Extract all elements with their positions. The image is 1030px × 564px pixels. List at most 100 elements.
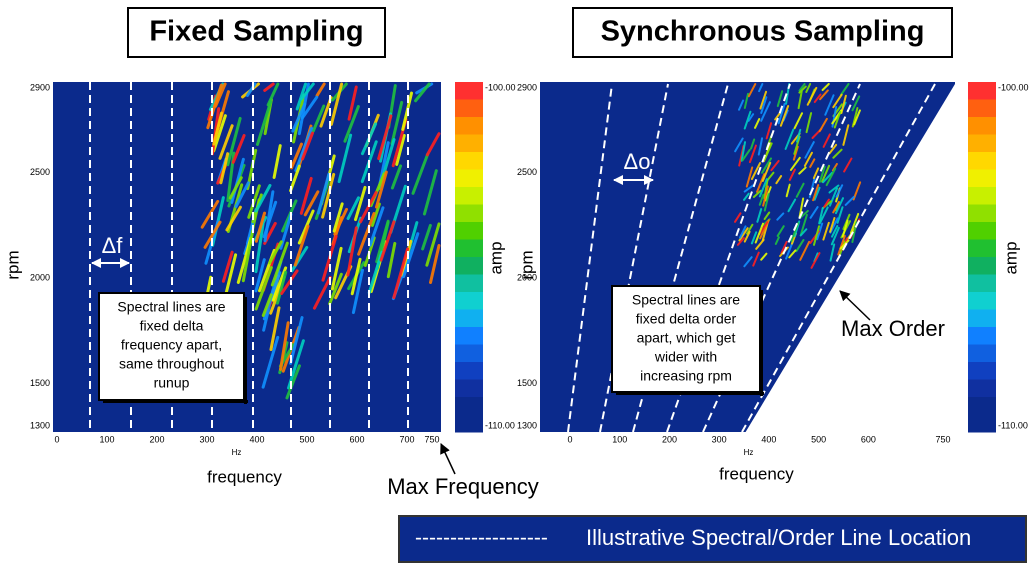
order-line	[567, 83, 613, 433]
spectral-streak	[803, 151, 813, 167]
spectral-streak	[763, 193, 770, 212]
spectral-streak	[798, 85, 807, 94]
spectral-streak	[315, 82, 326, 98]
spectral-streak	[402, 232, 420, 279]
spectral-streak	[752, 251, 760, 267]
spectral-streak	[287, 339, 305, 390]
y-tick-label: 2000	[30, 273, 50, 283]
spectral-streak	[761, 157, 773, 174]
spectral-streak	[270, 241, 289, 287]
spectral-streak	[226, 116, 242, 167]
spectral-streak	[330, 246, 343, 291]
spectral-streak	[254, 258, 266, 293]
colorbar-band	[455, 222, 483, 240]
spectral-streak	[346, 226, 358, 277]
spectral-streak	[812, 225, 821, 246]
spectral-streak	[269, 306, 281, 352]
spectral-streak	[218, 124, 234, 160]
spectral-streak	[851, 95, 861, 112]
y-tick-label: 2500	[517, 167, 537, 177]
spectral-streak	[377, 114, 393, 161]
x-tick-label: 300	[712, 434, 727, 444]
spectral-streak	[228, 176, 243, 200]
note-line: Spectral lines are	[117, 299, 225, 315]
legend-box	[398, 515, 1027, 563]
spectral-streak	[780, 240, 788, 255]
spectral-streak	[263, 82, 275, 92]
colorbar-band	[968, 344, 996, 363]
note-shadow	[760, 290, 763, 396]
spectral-streak	[760, 252, 768, 261]
y-tick-label: 2500	[30, 167, 50, 177]
spectral-streak	[212, 111, 224, 146]
delta-label: Δo	[624, 149, 651, 174]
spectral-streak	[833, 110, 842, 129]
colorbar-band	[455, 204, 483, 223]
colorbar-band	[968, 292, 996, 310]
x-tick-label: 100	[612, 434, 627, 444]
spectral-streak	[343, 105, 360, 143]
colorbar-band	[968, 309, 996, 328]
colorbar-band	[455, 117, 483, 135]
spectral-streak	[760, 101, 771, 122]
spectral-streak	[828, 184, 840, 194]
note-line: runup	[154, 375, 190, 391]
spectral-streak	[206, 83, 223, 130]
colorbar-band	[455, 187, 483, 205]
spectral-streak	[429, 243, 441, 284]
spectral-streak	[734, 212, 742, 223]
spectral-streak	[736, 237, 745, 246]
spectral-streak	[234, 181, 250, 209]
spectral-streak	[303, 190, 320, 217]
spectral-streak	[370, 202, 381, 227]
spectral-streak	[261, 335, 280, 389]
spectral-streak	[289, 316, 304, 365]
colorbar-band	[968, 257, 996, 275]
colorbar-band	[968, 397, 996, 415]
spectral-streak	[743, 192, 750, 201]
colorbar-band	[455, 169, 483, 188]
spectral-streak	[761, 161, 772, 182]
spectral-streak	[798, 83, 806, 92]
spectral-streak	[421, 223, 432, 251]
legend-dashes: -------------------	[415, 527, 548, 550]
colorbar-band	[455, 344, 483, 363]
spectral-streak	[759, 90, 768, 110]
callout-label: Max Order	[841, 316, 945, 341]
spectral-streak	[818, 206, 829, 225]
spectral-streak	[818, 117, 828, 133]
spectral-streak	[792, 145, 799, 161]
spectral-streak	[333, 207, 349, 236]
note-line: frequency apart,	[121, 337, 222, 353]
x-axis-label: frequency	[719, 464, 794, 483]
spectral-streak	[793, 112, 804, 130]
x-tick-label: 100	[99, 434, 114, 444]
y-axis-label: rpm	[3, 250, 22, 279]
y-tick-label: 2000	[517, 273, 537, 283]
y-tick-label: 1500	[517, 378, 537, 388]
colorbar-band	[968, 274, 996, 293]
spectral-streak	[291, 102, 307, 133]
spectral-streak	[812, 184, 820, 202]
x-tick-label: 300	[199, 434, 214, 444]
spectral-streak	[779, 105, 790, 127]
x-tick-label: 400	[761, 434, 776, 444]
colorbar-bottom: -110.00	[485, 420, 515, 430]
colorbar-bottom: -110.00	[998, 420, 1028, 430]
order-line	[702, 83, 861, 433]
spectral-streak	[254, 183, 272, 213]
colorbar-band	[455, 239, 483, 258]
x-tick-label: 500	[299, 434, 314, 444]
callout-label: Max Frequency	[387, 474, 539, 499]
spectral-streak	[760, 96, 768, 114]
colorbar-band	[968, 414, 996, 433]
spectral-streak	[241, 229, 255, 283]
note-line: fixed delta	[140, 318, 204, 334]
x-axis-label: frequency	[207, 467, 282, 486]
spectral-streak	[829, 243, 836, 262]
spectral-streak	[804, 141, 815, 159]
spectral-streak	[836, 206, 844, 224]
spectral-streak	[219, 152, 230, 185]
spectral-streak	[774, 236, 780, 245]
spectral-streak	[752, 189, 762, 199]
